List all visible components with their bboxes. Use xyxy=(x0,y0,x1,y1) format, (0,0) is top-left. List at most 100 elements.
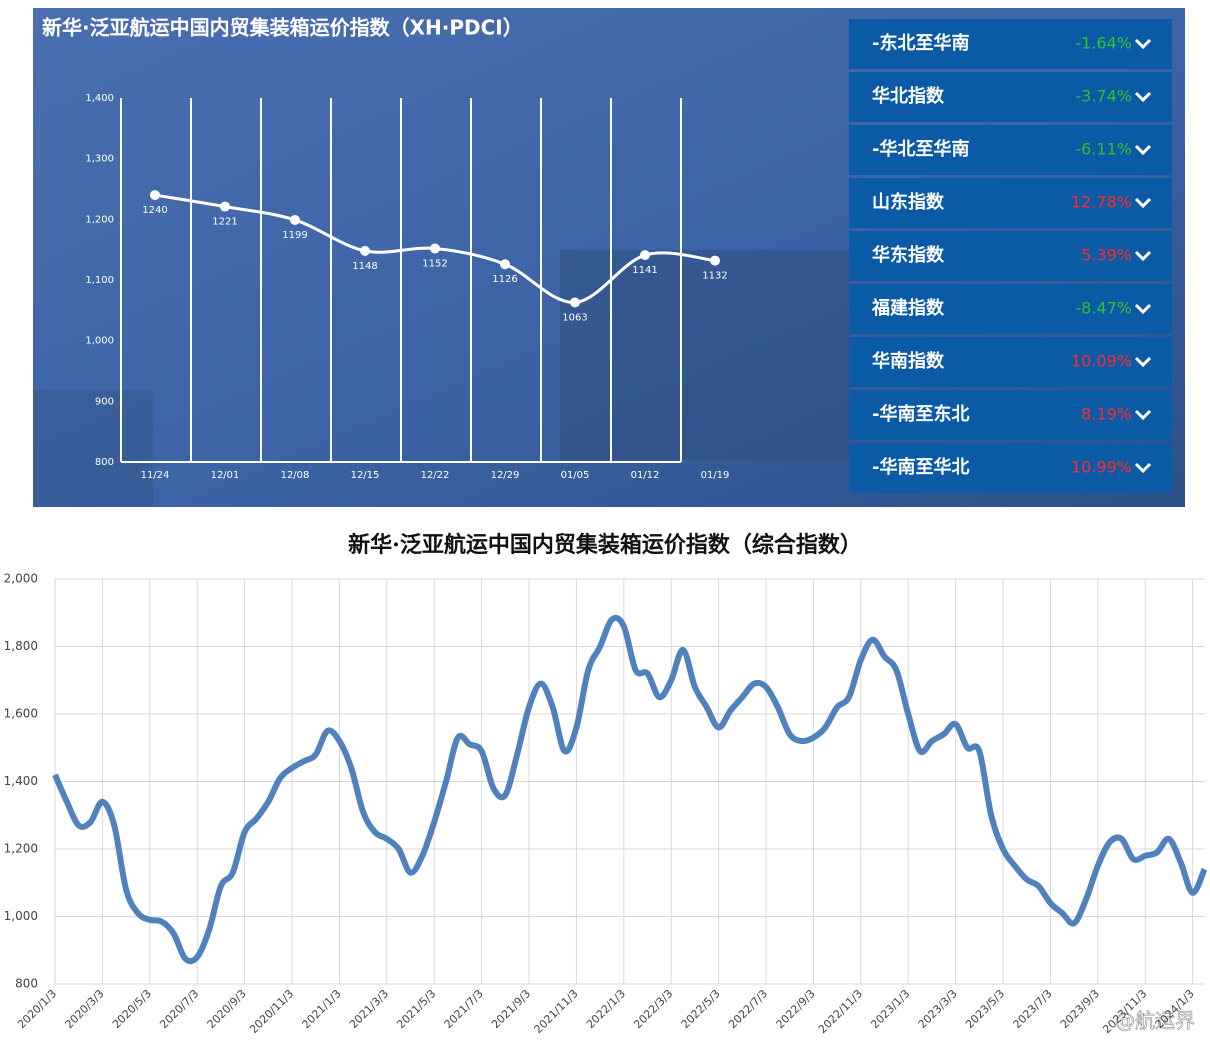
panel-value: -8.47% xyxy=(1075,299,1132,318)
data-label: 1126 xyxy=(492,274,517,285)
x-tick-label: 2023/7/3 xyxy=(1011,987,1055,1031)
data-point xyxy=(710,255,720,266)
data-label: 1152 xyxy=(422,258,447,269)
x-tick-label: 12/22 xyxy=(421,470,450,481)
panel-name: -华南至东北 xyxy=(872,403,969,425)
panel-value: -6.11% xyxy=(1075,140,1132,159)
panel-value: 10.99% xyxy=(1071,458,1132,477)
x-tick-label: 2020/3/3 xyxy=(63,987,107,1031)
panel-value: 8.19% xyxy=(1081,405,1132,424)
panel-row xyxy=(849,443,1172,493)
y-tick-label: 1,000 xyxy=(85,336,114,347)
data-point xyxy=(570,297,580,308)
y-tick-label: 1,000 xyxy=(4,909,38,923)
x-tick-label: 2022/7/3 xyxy=(726,987,770,1031)
data-label: 1240 xyxy=(142,205,167,216)
x-tick-label: 2022/1/3 xyxy=(584,987,628,1031)
data-point xyxy=(360,245,370,256)
panel-name: -华北至华南 xyxy=(872,138,969,160)
panel-name: 山东指数 xyxy=(872,191,945,213)
x-tick-label: 2020/11/3 xyxy=(247,987,296,1036)
chevron-icon xyxy=(1134,91,1152,103)
y-tick-label: 1,800 xyxy=(4,639,38,653)
x-tick-label: 11/24 xyxy=(141,470,170,481)
chevron-icon xyxy=(1134,197,1152,209)
chevron-icon xyxy=(1134,38,1152,50)
x-tick-label: 2021/9/3 xyxy=(489,987,533,1031)
x-tick-label: 01/05 xyxy=(561,470,590,481)
chevron-icon xyxy=(1134,250,1152,262)
panel-value: -1.64% xyxy=(1075,34,1132,53)
x-tick-label: 2020/9/3 xyxy=(205,987,249,1031)
bottom-title: 新华·泛亚航运中国内贸集装箱运价指数（综合指数） xyxy=(348,532,862,558)
panel-row xyxy=(849,72,1172,122)
chevron-icon xyxy=(1134,303,1152,315)
panel-name: 福建指数 xyxy=(871,297,945,319)
panel-row xyxy=(849,337,1172,387)
x-tick-label: 2020/1/3 xyxy=(15,987,59,1031)
data-point xyxy=(640,250,650,261)
chevron-icon xyxy=(1134,409,1152,421)
x-tick-label: 2023/5/3 xyxy=(963,987,1007,1031)
x-tick-label: 2022/3/3 xyxy=(631,987,675,1031)
y-tick-label: 1,300 xyxy=(85,154,114,165)
x-tick-label: 2023/3/3 xyxy=(916,987,960,1031)
x-tick-label: 2021/5/3 xyxy=(394,987,438,1031)
data-point xyxy=(150,190,160,201)
y-tick-label: 800 xyxy=(95,457,114,468)
y-tick-label: 1,100 xyxy=(85,275,114,286)
x-tick-label: 2021/1/3 xyxy=(300,987,344,1031)
data-line xyxy=(52,614,1208,965)
y-tick-label: 900 xyxy=(95,396,114,407)
watermark: @航运界 xyxy=(1115,1009,1195,1033)
y-tick-label: 1,200 xyxy=(4,842,38,856)
chevron-icon xyxy=(1134,144,1152,156)
x-tick-label: 2021/11/3 xyxy=(532,987,581,1036)
x-tick-label: 2022/11/3 xyxy=(816,987,865,1036)
x-tick-label: 2020/5/3 xyxy=(110,987,154,1031)
panel-row xyxy=(849,284,1172,334)
panel-value: 12.78% xyxy=(1071,193,1132,212)
x-tick-label: 2021/7/3 xyxy=(442,987,486,1031)
x-tick-label: 12/15 xyxy=(351,470,380,481)
y-tick-label: 1,400 xyxy=(4,774,38,788)
x-tick-label: 12/29 xyxy=(491,470,520,481)
data-label: 1132 xyxy=(702,271,727,282)
data-label: 1221 xyxy=(212,217,237,228)
truck-decoration xyxy=(33,390,153,507)
data-point xyxy=(500,259,510,270)
panel-name: 华北指数 xyxy=(872,85,945,107)
chevron-icon xyxy=(1134,356,1152,368)
data-label: 1148 xyxy=(352,261,377,272)
panel-row xyxy=(849,178,1172,228)
panel-name: 华东指数 xyxy=(872,244,945,266)
y-tick-label: 2,000 xyxy=(4,572,38,586)
panel-name: -东北至华南 xyxy=(872,32,969,54)
x-tick-label: 01/12 xyxy=(631,470,660,481)
y-tick-label: 800 xyxy=(15,977,38,991)
data-label: 1141 xyxy=(632,265,657,276)
panel-name: -华南至华北 xyxy=(872,456,969,478)
x-tick-label: 2020/7/3 xyxy=(157,987,201,1031)
panel-row xyxy=(849,390,1172,440)
x-tick-label: 01/19 xyxy=(701,470,730,481)
x-tick-label: 2021/3/3 xyxy=(347,987,391,1031)
panel-row xyxy=(849,125,1172,175)
panel-value: -3.74% xyxy=(1075,87,1132,106)
data-point xyxy=(430,243,440,254)
x-tick-label: 2022/5/3 xyxy=(679,987,723,1031)
panel-value: 10.09% xyxy=(1071,352,1132,371)
x-tick-label: 2022/9/3 xyxy=(774,987,818,1031)
data-label: 1199 xyxy=(282,230,307,241)
x-tick-label: 2023/9/3 xyxy=(1058,987,1102,1031)
ship-decoration xyxy=(560,250,850,460)
y-tick-label: 1,200 xyxy=(85,214,114,225)
y-tick-label: 1,400 xyxy=(85,93,114,104)
data-point xyxy=(220,201,230,212)
chevron-icon xyxy=(1134,462,1152,474)
x-tick-label: 12/08 xyxy=(281,470,310,481)
data-label: 1063 xyxy=(562,312,587,323)
x-tick-label: 2023/1/3 xyxy=(868,987,912,1031)
